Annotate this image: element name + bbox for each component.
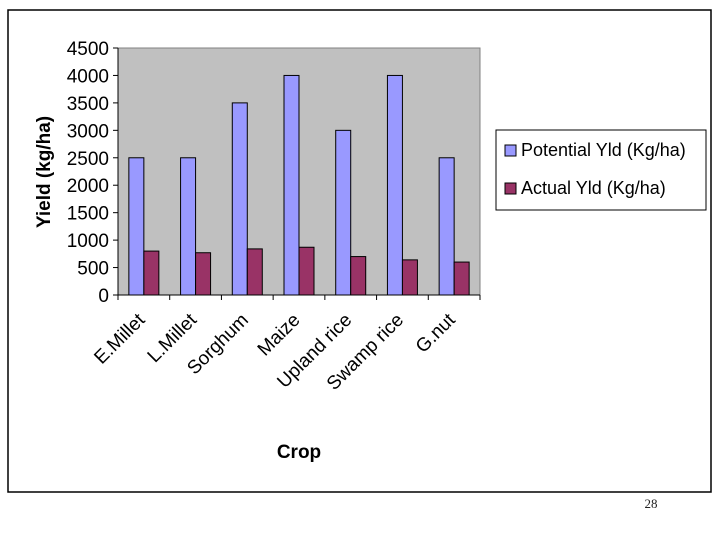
legend-label: Potential Yld (Kg/ha)	[521, 140, 686, 160]
legend-label: Actual Yld (Kg/ha)	[521, 178, 666, 198]
actual-bar-2	[246, 248, 263, 296]
y-axis-ticks: 0 500 1000 1500 2000 2500 3000 3500 4000 4500	[67, 39, 119, 307]
bars	[118, 74, 480, 296]
legend-swatch	[504, 144, 517, 157]
y-tick-label: 0	[98, 286, 109, 307]
potential-bar-6	[438, 157, 455, 296]
page-number: 28	[644, 496, 658, 511]
y-axis-label: Yield (kg/ha)	[34, 116, 55, 228]
actual-bar-6	[453, 261, 470, 296]
x-axis-label: Crop	[277, 442, 321, 463]
actual-bar-3	[298, 246, 315, 296]
y-tick-label: 500	[77, 259, 109, 280]
y-tick-label: 3500	[67, 94, 109, 115]
actual-bar-1	[195, 252, 212, 296]
potential-bar-1	[180, 157, 197, 296]
potential-bar-2	[231, 102, 248, 296]
y-tick-label: 2000	[67, 176, 109, 197]
legend-box	[495, 129, 707, 211]
y-tick-label: 1500	[67, 204, 109, 225]
y-tick-label: 2500	[67, 149, 109, 170]
y-tick-label: 3000	[67, 121, 109, 142]
y-tick-label: 1000	[67, 231, 109, 252]
legend-swatch	[504, 182, 517, 195]
actual-bar-0	[143, 250, 160, 296]
y-tick-label: 4500	[67, 39, 109, 60]
y-tick-label: 4000	[67, 66, 109, 87]
actual-bar-4	[350, 256, 367, 296]
potential-bar-3	[283, 74, 300, 296]
actual-bar-5	[401, 259, 418, 296]
legend: Potential Yld (Kg/ha) Actual Yld (Kg/ha)	[504, 140, 686, 198]
potential-bar-4	[335, 129, 352, 296]
potential-bar-0	[128, 157, 145, 296]
potential-bar-5	[386, 74, 403, 296]
